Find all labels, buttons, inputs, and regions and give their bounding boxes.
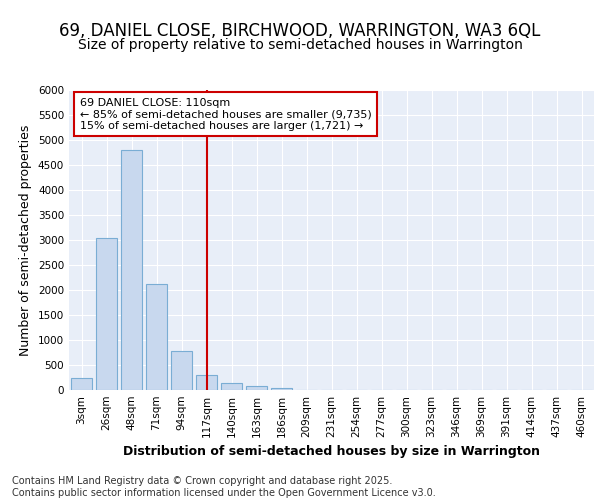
Bar (146, 284, 167, 390)
Text: Contains HM Land Registry data © Crown copyright and database right 2025.
Contai: Contains HM Land Registry data © Crown c… (12, 476, 436, 498)
Bar (196, 375, 217, 390)
X-axis label: Distribution of semi-detached houses by size in Warrington: Distribution of semi-detached houses by … (123, 446, 540, 458)
Bar (221, 383, 242, 390)
Text: 69 DANIEL CLOSE: 110sqm
← 85% of semi-detached houses are smaller (9,735)
15% of: 69 DANIEL CLOSE: 110sqm ← 85% of semi-de… (79, 98, 371, 130)
Bar (171, 351, 192, 390)
Text: Size of property relative to semi-detached houses in Warrington: Size of property relative to semi-detach… (77, 38, 523, 52)
Bar (121, 150, 142, 390)
Y-axis label: Number of semi-detached properties: Number of semi-detached properties (19, 124, 32, 356)
Bar (71, 378, 92, 390)
Bar (246, 386, 267, 390)
Bar (96, 238, 117, 390)
Bar (271, 388, 292, 390)
Text: 69, DANIEL CLOSE, BIRCHWOOD, WARRINGTON, WA3 6QL: 69, DANIEL CLOSE, BIRCHWOOD, WARRINGTON,… (59, 22, 541, 40)
